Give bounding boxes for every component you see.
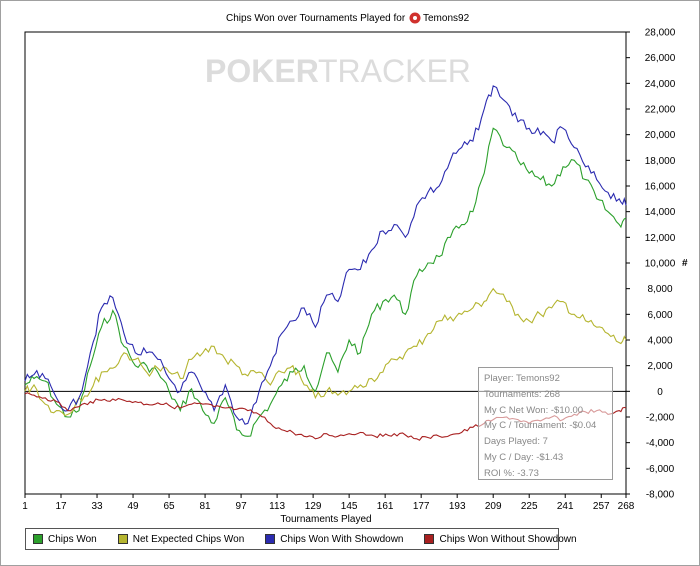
x-tick-label: 177 <box>413 501 430 512</box>
y-tick-label: 4,000 <box>647 336 672 347</box>
x-tick-label: 97 <box>236 501 248 512</box>
stats-tooltip: Player: Temons92 Tournaments: 268 My C N… <box>478 367 613 480</box>
y-tick-label: 28,000 <box>645 28 676 39</box>
legend-item-with-showdown[interactable]: Chips Won With Showdown <box>265 534 403 545</box>
poker-chip-icon <box>409 12 421 24</box>
stats-tournaments: Tournaments: 268 <box>484 388 561 400</box>
y-tick-label: 12,000 <box>645 233 676 244</box>
legend-item-net-expected[interactable]: Net Expected Chips Won <box>117 533 245 545</box>
y-tick-label: -4,000 <box>646 438 675 449</box>
stats-per-day: My C / Day: -$1.43 <box>484 451 564 463</box>
x-tick-label: 33 <box>91 501 103 512</box>
stats-player: Player: Temons92 <box>484 373 560 384</box>
series-line-1 <box>24 287 627 417</box>
y-axis-label: # <box>682 258 688 269</box>
y-tick-label: 24,000 <box>645 79 676 90</box>
x-tick-label: 17 <box>55 501 67 512</box>
x-tick-label: 113 <box>269 501 285 512</box>
x-tick-label: 129 <box>305 501 322 512</box>
chart-legend: Chips Won Net Expected Chips Won Chips W… <box>25 528 577 550</box>
y-tick-label: 22,000 <box>645 105 676 116</box>
legend-label: Chips Won Without Showdown <box>439 533 577 545</box>
y-axis-ticks: 28,000 26,000 24,000 22,000 20,000 18,000 16,0… <box>626 28 676 501</box>
y-tick-label: 10,000 <box>645 259 676 270</box>
y-tick-label: 8,000 <box>647 284 672 295</box>
stats-roi: ROI %: -3.73 <box>484 467 539 479</box>
watermark-left: POKER <box>205 53 319 89</box>
x-tick-label: 1 <box>22 501 28 512</box>
y-tick-label: 16,000 <box>645 182 676 193</box>
chart-title-player: Temons92 <box>423 13 470 24</box>
stats-days-played: Days Played: 7 <box>484 436 548 448</box>
stats-per-tournament: My C / Tournament: -$0.04 <box>484 420 597 432</box>
x-tick-label: 193 <box>449 501 466 512</box>
chart-title: Chips Won over Tournaments Played for <box>226 13 406 24</box>
watermark-right: TRACKER <box>318 53 471 89</box>
x-tick-label: 81 <box>200 501 212 512</box>
legend-item-without-showdown[interactable]: Chips Won Without Showdown <box>424 533 577 545</box>
legend-item-chips-won[interactable]: Chips Won <box>33 534 97 545</box>
legend-swatch <box>117 534 128 544</box>
y-tick-label: 26,000 <box>645 53 676 64</box>
x-tick-label: 257 <box>593 501 610 512</box>
series-line-0 <box>24 127 627 437</box>
x-tick-label: 241 <box>557 501 574 512</box>
x-tick-label: 209 <box>485 501 502 512</box>
legend-swatch <box>424 534 435 544</box>
x-tick-label: 65 <box>163 501 175 512</box>
y-tick-label: -8,000 <box>646 490 675 501</box>
legend-label: Chips Won With Showdown <box>280 533 404 545</box>
legend-label: Net Expected Chips Won <box>132 533 245 545</box>
x-tick-label: 225 <box>521 501 538 512</box>
y-tick-label: -2,000 <box>646 413 675 424</box>
x-tick-label: 49 <box>127 501 139 512</box>
x-tick-label: 268 <box>618 501 635 512</box>
y-tick-label: 18,000 <box>645 156 676 167</box>
y-tick-label: 6,000 <box>647 310 672 321</box>
x-tick-label: 145 <box>341 501 358 512</box>
y-tick-label: 14,000 <box>645 207 676 218</box>
series-line-2 <box>24 85 627 425</box>
y-tick-label: 20,000 <box>645 130 676 141</box>
x-axis-label: Tournaments Played <box>280 514 371 525</box>
legend-swatch <box>265 534 276 544</box>
stats-net-won: My C Net Won: -$10.00 <box>484 404 584 416</box>
legend-label: Chips Won <box>48 533 97 545</box>
y-tick-label: 0 <box>657 387 663 398</box>
legend-swatch <box>33 534 43 544</box>
x-tick-label: 161 <box>377 501 394 512</box>
x-axis-ticks: 1 17 33 49 65 81 97 113 129 145 161 177 193 209 225 241… <box>22 494 635 512</box>
y-tick-label: -6,000 <box>646 464 675 475</box>
y-tick-label: 2,000 <box>647 361 672 372</box>
